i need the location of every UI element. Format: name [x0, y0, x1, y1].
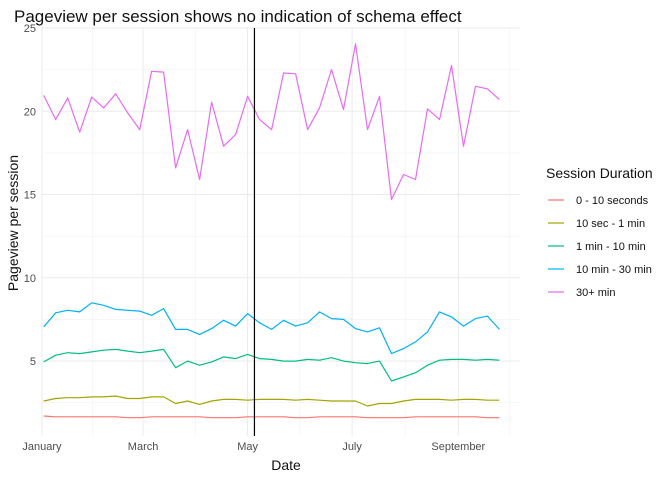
legend-label: 0 - 10 seconds	[576, 195, 649, 207]
series-line	[43, 415, 500, 419]
legend-title: Session Duration	[546, 165, 653, 181]
x-tick-label: May	[237, 441, 258, 453]
y-axis-title: Pageview per session	[5, 155, 21, 291]
chart-title: Pageview per session shows no indication…	[14, 7, 462, 26]
y-tick-label: 10	[24, 273, 36, 285]
y-tick-label: 25	[24, 23, 36, 35]
legend-label: 30+ min	[576, 287, 615, 299]
series-line	[43, 395, 500, 407]
series-line	[43, 43, 500, 201]
legend-label: 1 min - 10 min	[576, 241, 646, 253]
x-axis-title: Date	[271, 457, 301, 473]
y-tick-label: 5	[30, 356, 36, 368]
series-line	[43, 348, 500, 382]
x-tick-label: September	[431, 441, 485, 453]
y-axis-ticks: 5 10 15 20 25	[24, 23, 36, 368]
x-tick-label: January	[22, 441, 62, 453]
grid	[41, 27, 520, 436]
legend: Session Duration 0 - 10 seconds 10 sec - …	[546, 165, 653, 299]
x-tick-label: July	[342, 441, 362, 453]
series-line	[43, 302, 500, 355]
y-tick-label: 15	[24, 190, 36, 202]
x-tick-label: March	[128, 441, 159, 453]
legend-label: 10 min - 30 min	[576, 264, 652, 276]
x-axis-ticks: January March May July September	[22, 441, 485, 453]
legend-label: 10 sec - 1 min	[576, 218, 645, 230]
series-lines	[43, 43, 500, 419]
y-tick-label: 20	[24, 106, 36, 118]
